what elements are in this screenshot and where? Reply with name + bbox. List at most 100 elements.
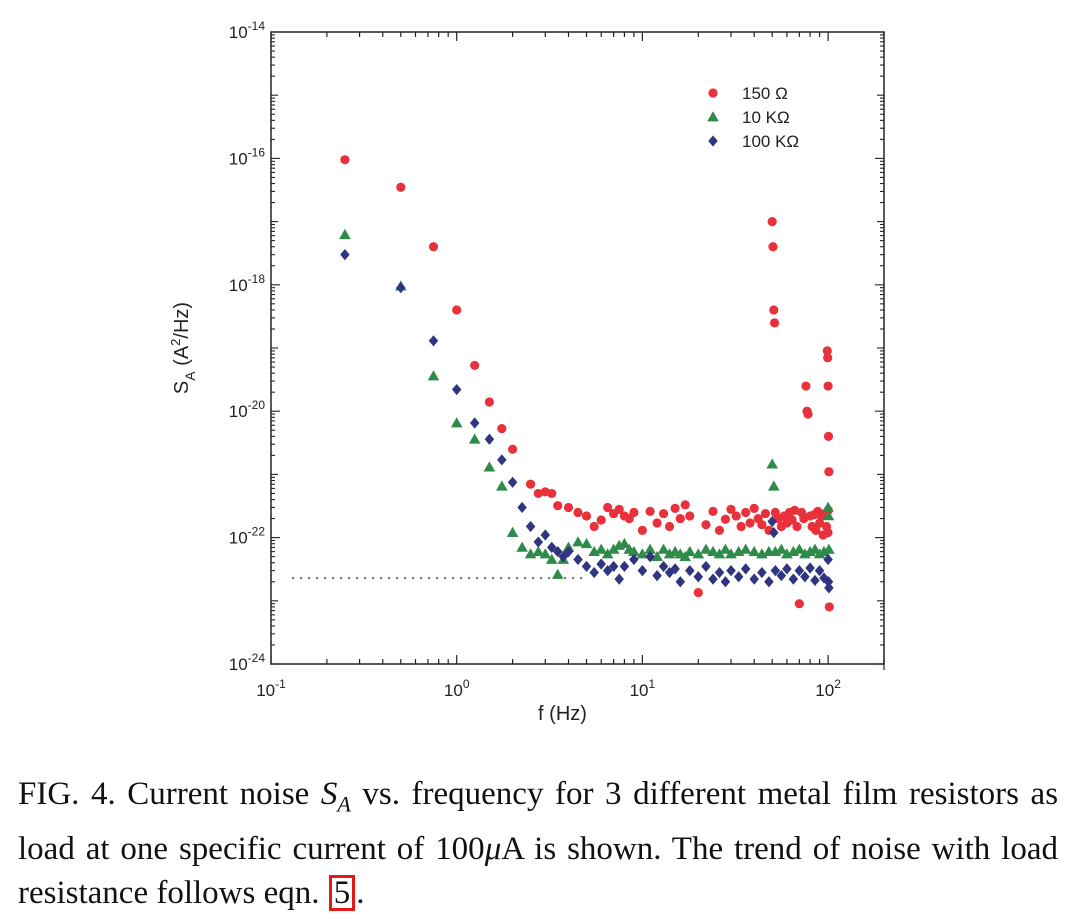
series-1 bbox=[339, 228, 835, 579]
data-point bbox=[793, 543, 806, 554]
data-point bbox=[823, 576, 834, 588]
data-point bbox=[651, 550, 663, 561]
caption-text-2: vs. frequency for 3 different metal film… bbox=[18, 776, 1059, 867]
data-point bbox=[497, 454, 507, 466]
data-point bbox=[800, 571, 810, 583]
data-point bbox=[769, 305, 779, 315]
data-point bbox=[573, 553, 583, 566]
x-tick-label: 101 bbox=[630, 677, 656, 700]
legend-label: 10 KΩ bbox=[742, 108, 790, 127]
data-point bbox=[767, 217, 777, 227]
data-point bbox=[603, 502, 613, 513]
data-point bbox=[719, 543, 732, 554]
data-point bbox=[483, 461, 496, 472]
data-point bbox=[469, 417, 480, 429]
data-point bbox=[545, 553, 558, 564]
data-point bbox=[618, 537, 631, 549]
tick-labels: 10-1 100 101 102 10-14 10-16 10-18 10-20 10-22 10… bbox=[229, 19, 841, 700]
data-point bbox=[713, 548, 726, 559]
data-point bbox=[814, 565, 825, 577]
data-point bbox=[339, 228, 351, 240]
data-point bbox=[427, 370, 440, 381]
y-tick-label: 10-18 bbox=[229, 272, 266, 295]
data-point bbox=[767, 515, 777, 528]
data-point bbox=[769, 526, 779, 539]
equation-reference-link[interactable]: 5 bbox=[328, 874, 356, 911]
data-point bbox=[428, 335, 439, 347]
data-point bbox=[452, 305, 462, 315]
data-point bbox=[506, 526, 519, 537]
data-point bbox=[468, 433, 481, 444]
data-point bbox=[824, 582, 834, 594]
data-point bbox=[614, 573, 624, 585]
data-point bbox=[589, 566, 599, 579]
x-tick-label: 102 bbox=[815, 677, 841, 700]
series-0 bbox=[340, 155, 834, 612]
data-point bbox=[645, 506, 655, 516]
data-point bbox=[608, 560, 619, 573]
data-point bbox=[720, 514, 731, 524]
data-point bbox=[757, 520, 767, 530]
data-point bbox=[573, 507, 583, 518]
legend-label: 100 KΩ bbox=[742, 132, 799, 151]
data-point bbox=[572, 536, 584, 547]
data-point bbox=[533, 536, 544, 548]
data-point bbox=[563, 502, 574, 513]
y-axis-title-text: SA (A2/Hz) bbox=[168, 302, 198, 394]
legend-marker bbox=[708, 135, 718, 147]
data-point bbox=[823, 527, 833, 538]
data-point bbox=[508, 444, 518, 454]
y-tick-label: 10-14 bbox=[229, 19, 266, 42]
data-point bbox=[636, 548, 649, 559]
data-point bbox=[450, 417, 463, 428]
data-point bbox=[767, 480, 780, 491]
data-point bbox=[496, 480, 508, 491]
noise-spectrum-chart: 10-1 100 101 102 10-14 10-16 10-18 10-20 10-22 10… bbox=[168, 19, 885, 725]
data-point bbox=[805, 562, 815, 574]
data-point bbox=[517, 501, 527, 514]
data-point bbox=[794, 565, 805, 577]
data-point bbox=[451, 383, 462, 396]
data-point bbox=[811, 525, 821, 535]
data-point bbox=[775, 543, 788, 554]
data-point bbox=[803, 409, 813, 419]
data-point bbox=[749, 573, 759, 585]
data-point bbox=[657, 543, 670, 554]
data-point bbox=[547, 488, 557, 499]
data-point bbox=[601, 548, 614, 559]
data-point bbox=[801, 381, 811, 391]
data-point bbox=[782, 563, 792, 575]
x-axis-title: f (Hz) bbox=[538, 703, 587, 725]
data-point bbox=[596, 558, 606, 570]
data-point bbox=[764, 576, 774, 588]
y-tick-label: 10-20 bbox=[229, 398, 266, 421]
data-point bbox=[675, 513, 685, 524]
data-point bbox=[823, 543, 835, 554]
data-point bbox=[652, 570, 662, 582]
data-point bbox=[340, 155, 350, 165]
data-point bbox=[824, 467, 834, 477]
data-point bbox=[558, 551, 569, 563]
plot-frame bbox=[270, 31, 885, 665]
legend: 150 Ω 10 KΩ 100 KΩ bbox=[707, 84, 799, 151]
data-point bbox=[539, 548, 552, 559]
legend-label: 150 Ω bbox=[742, 84, 788, 103]
data-point bbox=[794, 599, 804, 609]
data-point bbox=[707, 545, 719, 556]
data-point bbox=[792, 521, 802, 532]
data-point bbox=[789, 505, 800, 515]
data-point bbox=[614, 504, 624, 514]
data-point bbox=[823, 353, 833, 363]
data-point bbox=[700, 543, 712, 554]
x-tick-label: 10-1 bbox=[256, 677, 286, 700]
data-point bbox=[736, 521, 746, 532]
data-point bbox=[685, 565, 695, 577]
data-point bbox=[551, 568, 564, 579]
data-point bbox=[739, 543, 752, 554]
data-point bbox=[824, 602, 834, 612]
data-point bbox=[670, 563, 680, 575]
legend-marker bbox=[707, 111, 719, 122]
data-point bbox=[533, 488, 543, 499]
data-point bbox=[596, 515, 606, 525]
y-tick-label: 10-24 bbox=[229, 651, 266, 674]
